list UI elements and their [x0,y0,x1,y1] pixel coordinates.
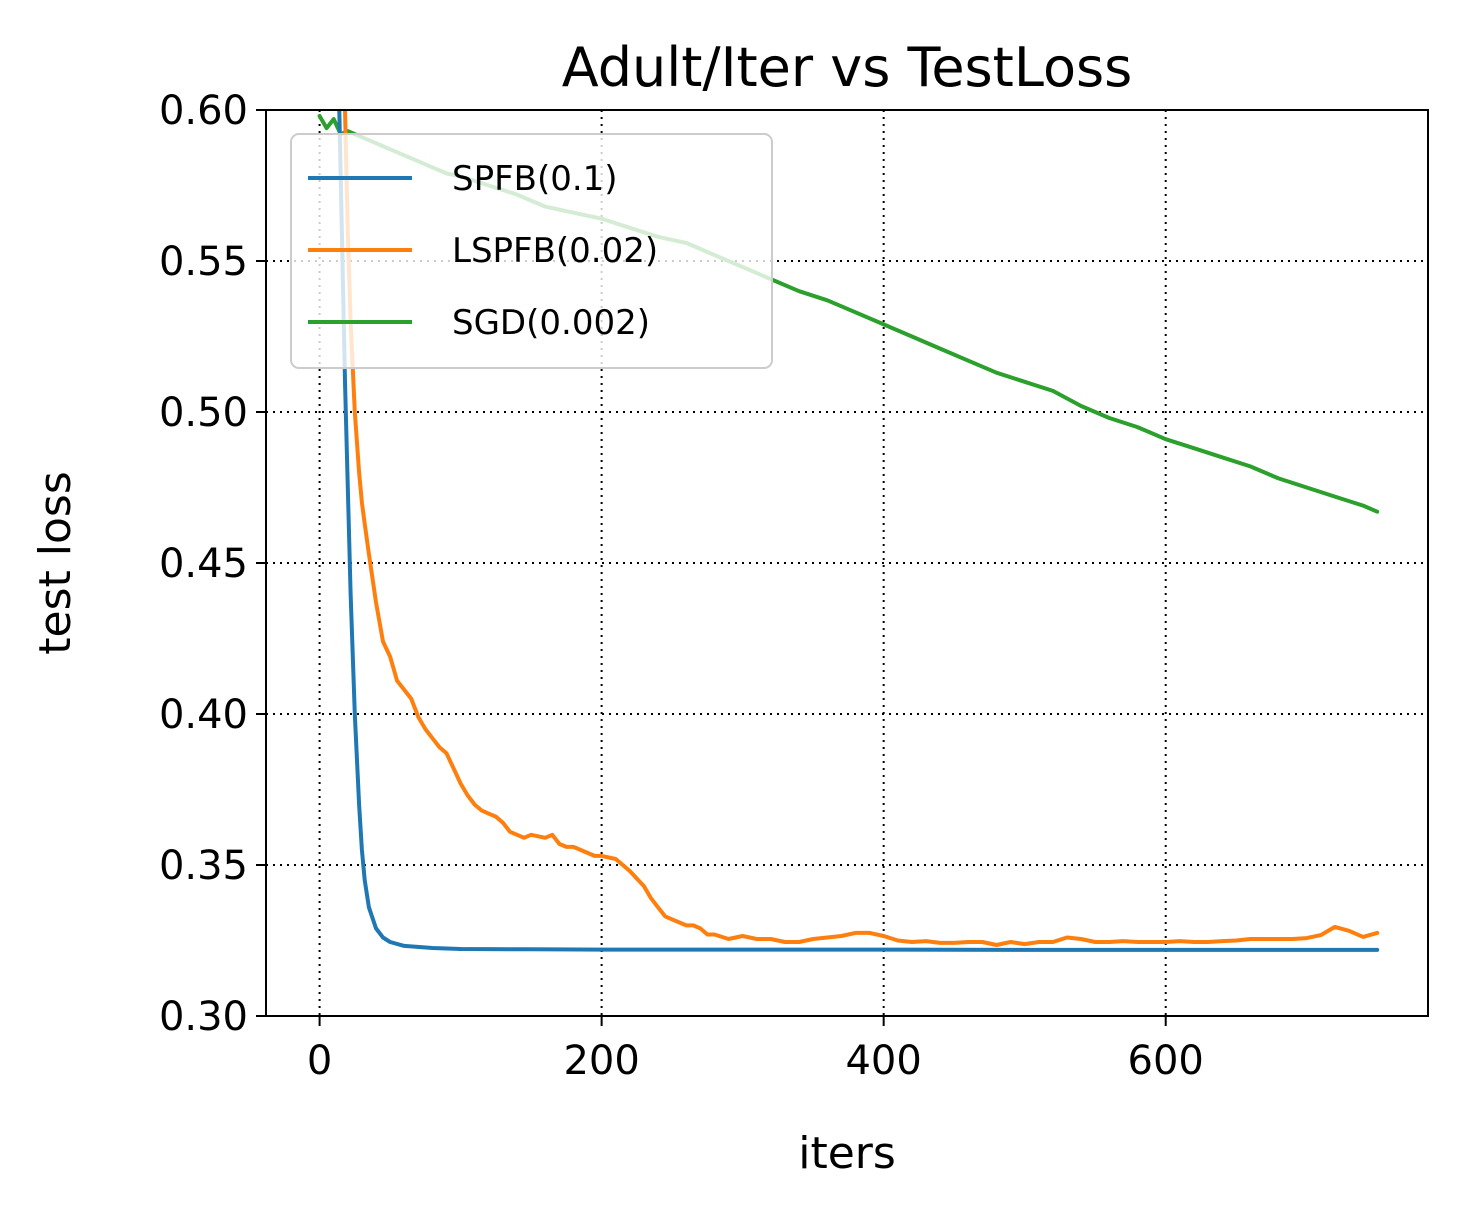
y-tick-label: 0.60 [159,88,248,134]
y-tick-label: 0.40 [159,692,248,738]
grid [266,110,1428,1016]
x-tick-label: 200 [563,1038,639,1084]
y-tick-label: 0.55 [159,239,248,285]
y-tick-label: 0.45 [159,541,248,587]
y-tick-label: 0.30 [159,994,248,1040]
series-line-lspfb-0-02 [342,110,1380,947]
legend-label-sgd: SGD(0.002) [452,303,650,343]
x-tick-label: 0 [307,1038,332,1084]
legend-label-lspfb: LSPFB(0.02) [452,231,658,271]
series-line-spfb-0-1 [337,110,1380,952]
x-tick-label: 400 [845,1038,921,1084]
x-axis-label: iters [798,1128,896,1179]
y-tick-label: 0.50 [159,390,248,436]
legend-label-spfb: SPFB(0.1) [452,159,618,199]
y-tick-label: 0.35 [159,843,248,889]
axis-ticks: 0 200 400 600 0.30 0.35 0.40 0.45 0.50 0.55 0.60 [159,88,1204,1084]
legend-box [290,133,773,369]
x-tick-label: 600 [1128,1038,1204,1084]
y-axis-label: test loss [30,471,81,654]
legend: SPFB(0.1) LSPFB(0.02) SGD(0.002) [290,133,773,369]
chart-title: Adult/Iter vs TestLoss [562,36,1133,99]
